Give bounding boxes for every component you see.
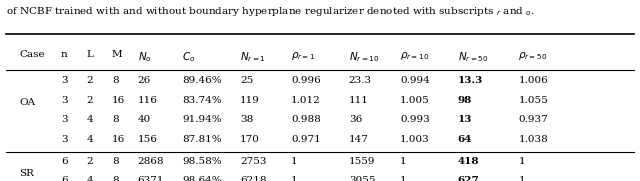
Text: 40: 40 — [138, 115, 151, 124]
Text: 36: 36 — [349, 115, 362, 124]
Text: 38: 38 — [240, 115, 253, 124]
Text: 119: 119 — [240, 96, 260, 105]
Text: $N_{r=1}$: $N_{r=1}$ — [240, 50, 266, 64]
Text: 98.64%: 98.64% — [182, 176, 222, 181]
Text: L: L — [86, 50, 93, 59]
Text: 0.993: 0.993 — [400, 115, 429, 124]
Text: 13: 13 — [458, 115, 472, 124]
Text: 2753: 2753 — [240, 157, 266, 166]
Text: 2: 2 — [86, 96, 93, 105]
Text: 83.74%: 83.74% — [182, 96, 222, 105]
Text: Case: Case — [19, 50, 45, 59]
Text: 6218: 6218 — [240, 176, 266, 181]
Text: 1.055: 1.055 — [518, 96, 548, 105]
Text: 116: 116 — [138, 96, 157, 105]
Text: 4: 4 — [86, 176, 93, 181]
Text: 3: 3 — [61, 135, 67, 144]
Text: 4: 4 — [86, 115, 93, 124]
Text: 8: 8 — [112, 76, 118, 85]
Text: 1.038: 1.038 — [518, 135, 548, 144]
Text: 3: 3 — [61, 115, 67, 124]
Text: $\rho_{r=10}$: $\rho_{r=10}$ — [400, 50, 429, 62]
Text: 89.46%: 89.46% — [182, 76, 222, 85]
Text: 2: 2 — [86, 157, 93, 166]
Text: 23.3: 23.3 — [349, 76, 372, 85]
Text: $C_o$: $C_o$ — [182, 50, 196, 64]
Text: 147: 147 — [349, 135, 369, 144]
Text: 418: 418 — [458, 157, 479, 166]
Text: M: M — [112, 50, 123, 59]
Text: 0.937: 0.937 — [518, 115, 548, 124]
Text: 111: 111 — [349, 96, 369, 105]
Text: 1: 1 — [518, 176, 525, 181]
Text: 1: 1 — [291, 157, 298, 166]
Text: 6371: 6371 — [138, 176, 164, 181]
Text: 6: 6 — [61, 157, 67, 166]
Text: 0.971: 0.971 — [291, 135, 321, 144]
Text: 4: 4 — [86, 135, 93, 144]
Text: $\rho_{r=50}$: $\rho_{r=50}$ — [518, 50, 548, 62]
Text: 8: 8 — [112, 157, 118, 166]
Text: 2868: 2868 — [138, 157, 164, 166]
Text: 1.005: 1.005 — [400, 96, 429, 105]
Text: 0.988: 0.988 — [291, 115, 321, 124]
Text: SR: SR — [19, 169, 34, 178]
Text: 8: 8 — [112, 115, 118, 124]
Text: 1559: 1559 — [349, 157, 375, 166]
Text: 1.006: 1.006 — [518, 76, 548, 85]
Text: 1: 1 — [518, 157, 525, 166]
Text: $N_o$: $N_o$ — [138, 50, 152, 64]
Text: 98.58%: 98.58% — [182, 157, 222, 166]
Text: 91.94%: 91.94% — [182, 115, 222, 124]
Text: 3: 3 — [61, 96, 67, 105]
Text: 156: 156 — [138, 135, 157, 144]
Text: 16: 16 — [112, 96, 125, 105]
Text: 1.003: 1.003 — [400, 135, 429, 144]
Text: 6: 6 — [61, 176, 67, 181]
Text: 170: 170 — [240, 135, 260, 144]
Text: OA: OA — [19, 98, 35, 107]
Text: $N_{r=50}$: $N_{r=50}$ — [458, 50, 488, 64]
Text: 2: 2 — [86, 76, 93, 85]
Text: 627: 627 — [458, 176, 479, 181]
Text: 87.81%: 87.81% — [182, 135, 222, 144]
Text: of NCBF trained with and without boundary hyperplane regularizer denoted with su: of NCBF trained with and without boundar… — [6, 5, 535, 18]
Text: 1: 1 — [400, 157, 406, 166]
Text: 16: 16 — [112, 135, 125, 144]
Text: 0.994: 0.994 — [400, 76, 429, 85]
Text: $N_{r=10}$: $N_{r=10}$ — [349, 50, 380, 64]
Text: 64: 64 — [458, 135, 472, 144]
Text: n: n — [61, 50, 68, 59]
Text: 13.3: 13.3 — [458, 76, 483, 85]
Text: 98: 98 — [458, 96, 472, 105]
Text: 3055: 3055 — [349, 176, 375, 181]
Text: 26: 26 — [138, 76, 151, 85]
Text: 1: 1 — [400, 176, 406, 181]
Text: $\rho_{r=1}$: $\rho_{r=1}$ — [291, 50, 316, 62]
Text: 0.996: 0.996 — [291, 76, 321, 85]
Text: 8: 8 — [112, 176, 118, 181]
Text: 1: 1 — [291, 176, 298, 181]
Text: 1.012: 1.012 — [291, 96, 321, 105]
Text: 25: 25 — [240, 76, 253, 85]
Text: 3: 3 — [61, 76, 67, 85]
